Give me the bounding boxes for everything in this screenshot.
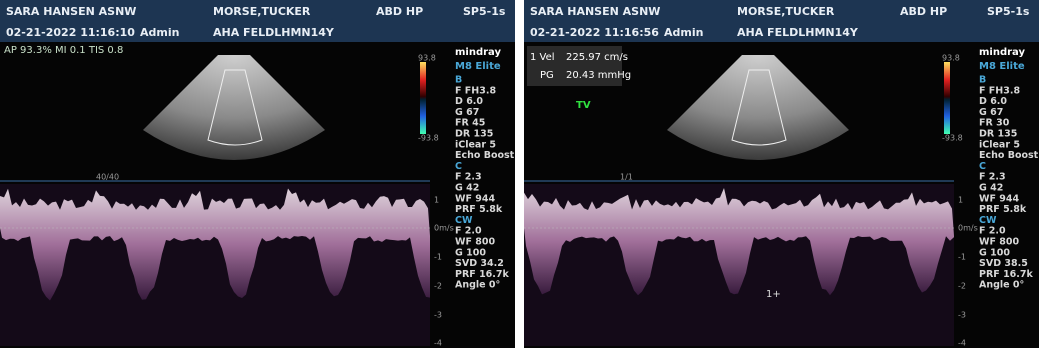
header-text: ABD HP — [900, 5, 947, 18]
param: G 100 — [455, 247, 486, 258]
header-text: Admin — [140, 26, 179, 39]
velocity-tick-label: 0m/s — [434, 224, 454, 233]
param: Echo Boost — [979, 150, 1039, 161]
param: PRF 16.7k — [979, 269, 1034, 280]
param: CW — [455, 215, 473, 226]
brand: mindray — [979, 47, 1025, 58]
velocity-tick-label: -4 — [434, 339, 442, 348]
velocity-tick-label: -2 — [958, 282, 966, 291]
colorbar-max: 93.8 — [942, 54, 960, 63]
screen-panel: SARA HANSEN ASNW MORSE,TUCKER ABD HP SP5-1s… — [0, 0, 515, 348]
velocity-tick-label: 1 — [434, 196, 439, 205]
param: WF 800 — [455, 237, 495, 248]
param: F 2.3 — [979, 172, 1006, 183]
param: D 6.0 — [455, 96, 483, 107]
ultrasound-screens: SARA HANSEN ASNW MORSE,TUCKER ABD HP SP5-1s… — [0, 0, 1039, 348]
param: F 2.0 — [455, 226, 482, 237]
param: Angle 0° — [979, 280, 1024, 291]
param: FR 30 — [979, 118, 1010, 129]
param: FR 45 — [455, 118, 485, 129]
model: M8 Elite — [979, 61, 1025, 72]
measurement-value: 225.97 cm/s — [566, 52, 628, 63]
param: DR 135 — [455, 129, 493, 140]
header-text: SP5-1s — [463, 5, 506, 18]
velocity-tick-label: 1 — [958, 196, 963, 205]
param: Angle 0° — [455, 280, 500, 291]
screen-panel: SARA HANSEN ASNW MORSE,TUCKER ABD HP SP5-1s… — [524, 0, 1039, 348]
param: iClear 5 — [455, 139, 496, 150]
colorbar-max: 93.8 — [418, 54, 436, 63]
param: WF 944 — [979, 193, 1019, 204]
header-text: AHA FELDLHMN14Y — [213, 26, 335, 39]
param: DR 135 — [979, 129, 1017, 140]
param: G 67 — [979, 107, 1003, 118]
param: G 42 — [455, 183, 479, 194]
param: SVD 34.2 — [455, 258, 504, 269]
param: G 42 — [979, 183, 1003, 194]
measurement-value: 20.43 mmHg — [566, 70, 631, 81]
header-text: SP5-1s — [987, 5, 1030, 18]
param: WF 944 — [455, 193, 495, 204]
param: Echo Boost — [455, 150, 515, 161]
param: F 2.3 — [455, 172, 482, 183]
status-text: AP 93.3% MI 0.1 TIS 0.8 — [4, 45, 123, 56]
velocity-tick-label: -4 — [958, 339, 966, 348]
velocity-tick-label: -1 — [434, 253, 442, 262]
color-bar — [944, 62, 950, 134]
colorbar-min: -93.8 — [418, 134, 439, 143]
header-text: 02-21-2022 11:16:56 — [530, 26, 659, 39]
param: WF 800 — [979, 237, 1019, 248]
measurement-label: 1 Vel — [530, 52, 555, 63]
caliper-cursor: 1+ — [766, 289, 781, 300]
param: iClear 5 — [979, 139, 1020, 150]
param: B — [979, 75, 986, 86]
header-text: AHA FELDLHMN14Y — [737, 26, 859, 39]
param: B — [455, 75, 462, 86]
header-text: MORSE,TUCKER — [213, 5, 311, 18]
frame-label: 1/1 — [620, 173, 633, 182]
colorbar-min: -93.8 — [942, 134, 963, 143]
velocity-tick-label: -3 — [434, 311, 442, 320]
param: PRF 16.7k — [455, 269, 510, 280]
velocity-tick-label: -2 — [434, 282, 442, 291]
param: G 100 — [979, 247, 1010, 258]
param: PRF 5.8k — [979, 204, 1027, 215]
velocity-tick-label: 0m/s — [958, 224, 978, 233]
param: C — [979, 161, 986, 172]
param: PRF 5.8k — [455, 204, 503, 215]
param: C — [455, 161, 462, 172]
header-text: SARA HANSEN ASNW — [6, 5, 136, 18]
param: F FH3.8 — [979, 85, 1020, 96]
frame-label: 40/40 — [96, 173, 119, 182]
param: F 2.0 — [979, 226, 1006, 237]
param: F FH3.8 — [455, 85, 496, 96]
param: G 67 — [455, 107, 479, 118]
velocity-tick-label: -3 — [958, 311, 966, 320]
valve-label: TV — [576, 100, 591, 111]
brand: mindray — [455, 47, 501, 58]
header-text: Admin — [664, 26, 703, 39]
header-text: SARA HANSEN ASNW — [530, 5, 660, 18]
header-text: MORSE,TUCKER — [737, 5, 835, 18]
param: D 6.0 — [979, 96, 1007, 107]
header-text: 02-21-2022 11:16:10 — [6, 26, 135, 39]
header-text: ABD HP — [376, 5, 423, 18]
velocity-tick-label: -1 — [958, 253, 966, 262]
measurement-label: PG — [540, 70, 554, 81]
model: M8 Elite — [455, 61, 501, 72]
param: CW — [979, 215, 997, 226]
color-bar — [420, 62, 426, 134]
param: SVD 38.5 — [979, 258, 1028, 269]
